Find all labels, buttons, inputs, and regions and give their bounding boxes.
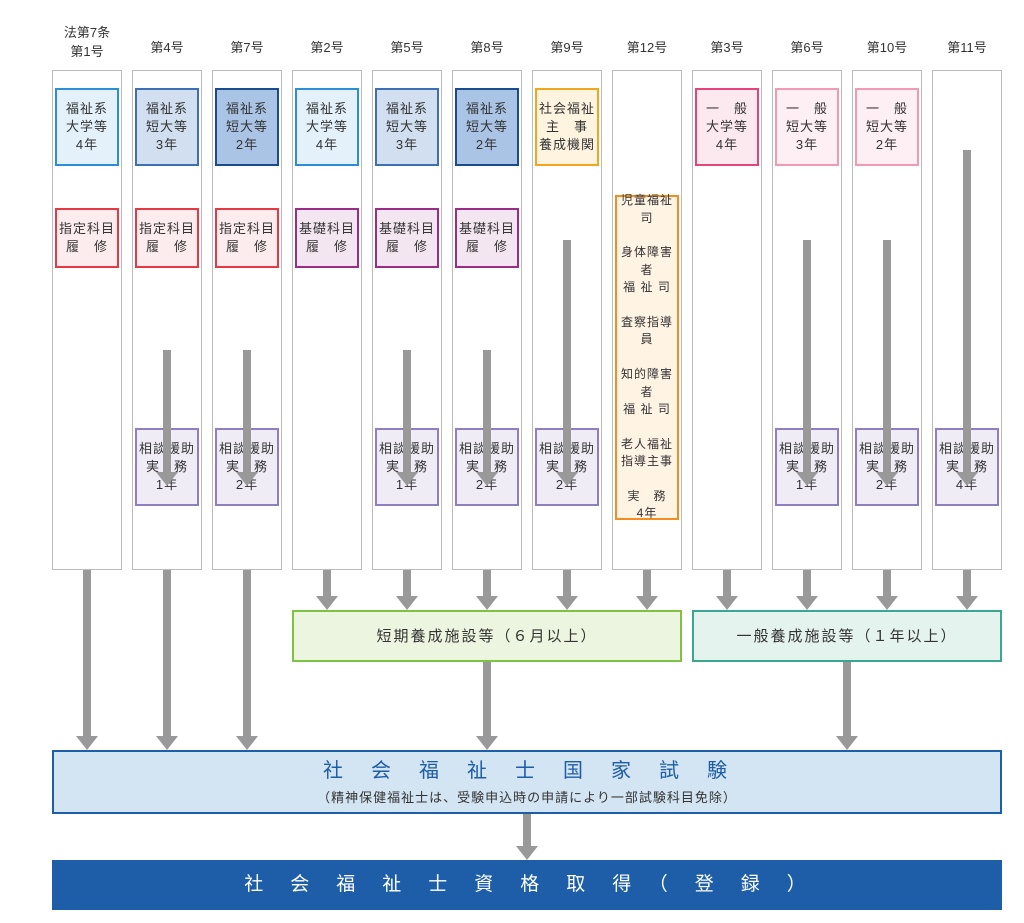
- column-header: 第12号: [612, 22, 682, 56]
- column-header: 法第7条第1号: [52, 22, 122, 60]
- column-header: 第10号: [852, 22, 922, 56]
- education-box: 福祉系短大等2年: [455, 88, 519, 166]
- education-box: 一 般短大等2年: [855, 88, 919, 166]
- qualification-flowchart: 法第7条第1号第4号第7号第2号第5号第8号第9号第12号第3号第6号第10号第…: [10, 10, 1014, 913]
- subject-box: 基礎科目履 修: [455, 208, 519, 268]
- education-box: 福祉系大学等4年: [55, 88, 119, 166]
- subject-box: 指定科目履 修: [135, 208, 199, 268]
- education-box: 一 般大学等4年: [695, 88, 759, 166]
- subject-box: 基礎科目履 修: [295, 208, 359, 268]
- column-header: 第8号: [452, 22, 522, 56]
- education-box: 福祉系大学等4年: [295, 88, 359, 166]
- column-header: 第5号: [372, 22, 442, 56]
- column-header: 第11号: [932, 22, 1002, 56]
- subject-box: 指定科目履 修: [55, 208, 119, 268]
- education-box: 一 般短大等3年: [775, 88, 839, 166]
- column-header: 第6号: [772, 22, 842, 56]
- education-box: 福祉系短大等3年: [375, 88, 439, 166]
- subject-box: 指定科目履 修: [215, 208, 279, 268]
- column-header: 第9号: [532, 22, 602, 56]
- column-header: 第4号: [132, 22, 202, 56]
- column-header: 第7号: [212, 22, 282, 56]
- qualification-acquired-box: 社 会 福 祉 士 資 格 取 得 （ 登 録 ）: [52, 860, 1002, 910]
- education-box: 福祉系短大等2年: [215, 88, 279, 166]
- national-exam-box: 社 会 福 祉 士 国 家 試 験（精神保健福祉士は、受験申込時の申請により一部…: [52, 750, 1002, 814]
- short-training-box: 短期養成施設等（６月以上）: [292, 610, 682, 662]
- column-header: 第3号: [692, 22, 762, 56]
- general-training-box: 一般養成施設等（１年以上）: [692, 610, 1002, 662]
- column-header: 第2号: [292, 22, 362, 56]
- education-box: 社会福祉主 事養成機関: [535, 88, 599, 166]
- col12-experience-box: 児童福祉司 身体障害者福 祉 司 査察指導員 知的障害者福 祉 司 老人福祉指導…: [615, 195, 679, 520]
- subject-box: 基礎科目履 修: [375, 208, 439, 268]
- education-box: 福祉系短大等3年: [135, 88, 199, 166]
